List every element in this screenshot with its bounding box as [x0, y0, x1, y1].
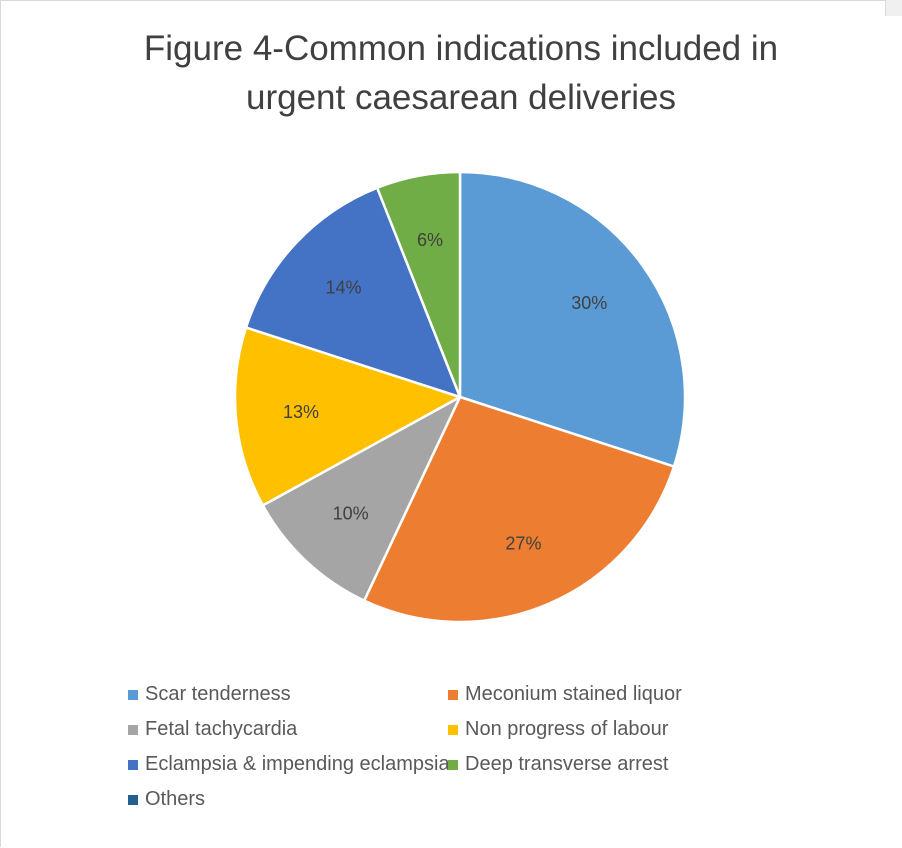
pie-slice-non-progress-of-labour	[233, 326, 462, 507]
legend-item-scar-tenderness: Scar tenderness	[128, 683, 291, 706]
legend-label: Meconium stained liquor	[465, 683, 682, 705]
legend-label: Non progress of labour	[465, 718, 669, 740]
legend-swatch	[448, 689, 458, 700]
legend-swatch	[448, 724, 458, 735]
data-label-meconium-stained-liquor: 27%	[505, 534, 541, 554]
legend-label: Eclampsia & impending eclampsia	[145, 753, 450, 775]
legend-item-non-progress-of-labour: Non progress of labour	[448, 718, 668, 741]
data-label-fetal-tachycardia: 10%	[333, 503, 369, 523]
pie-slice-eclampsia-impending-eclampsia	[244, 186, 462, 399]
legend-swatch	[128, 689, 138, 700]
legend-label: Deep transverse arrest	[465, 753, 669, 775]
pie-slice-fetal-tachycardia	[261, 395, 462, 602]
legend-swatch	[128, 724, 138, 735]
chart-title: Figure 4-Common indications included in …	[0, 24, 902, 122]
legend-swatch	[128, 759, 138, 770]
window-corner	[885, 0, 902, 16]
legend-item-fetal-tachycardia: Fetal tachycardia	[128, 718, 297, 741]
data-label-scar-tenderness: 30%	[571, 293, 607, 313]
legend-item-eclampsia-impending-eclampsia: Eclampsia & impending eclampsia	[128, 753, 450, 776]
pie-slice-meconium-stained-liquor	[362, 395, 676, 624]
data-label-eclampsia-impending-eclampsia: 14%	[326, 278, 362, 298]
chart-title-line-1: Figure 4-Common indications included in	[143, 29, 779, 68]
legend-label: Fetal tachycardia	[145, 718, 298, 740]
legend-item-others: Others	[128, 788, 205, 811]
legend-label: Others	[145, 788, 206, 810]
chart-title-line-2: urgent caesarean deliveries	[246, 78, 676, 117]
pie-slice-deep-transverse-arrest	[375, 170, 462, 399]
data-label-deep-transverse-arrest: 6%	[417, 230, 443, 250]
pie-slice-scar-tenderness	[458, 170, 687, 468]
legend-label: Scar tenderness	[145, 683, 291, 705]
legend-item-deep-transverse-arrest: Deep transverse arrest	[448, 753, 668, 776]
legend-swatch	[448, 759, 458, 770]
legend-swatch	[128, 794, 138, 805]
data-label-non-progress-of-labour: 13%	[283, 402, 319, 422]
legend-item-meconium-stained-liquor: Meconium stained liquor	[448, 683, 682, 706]
